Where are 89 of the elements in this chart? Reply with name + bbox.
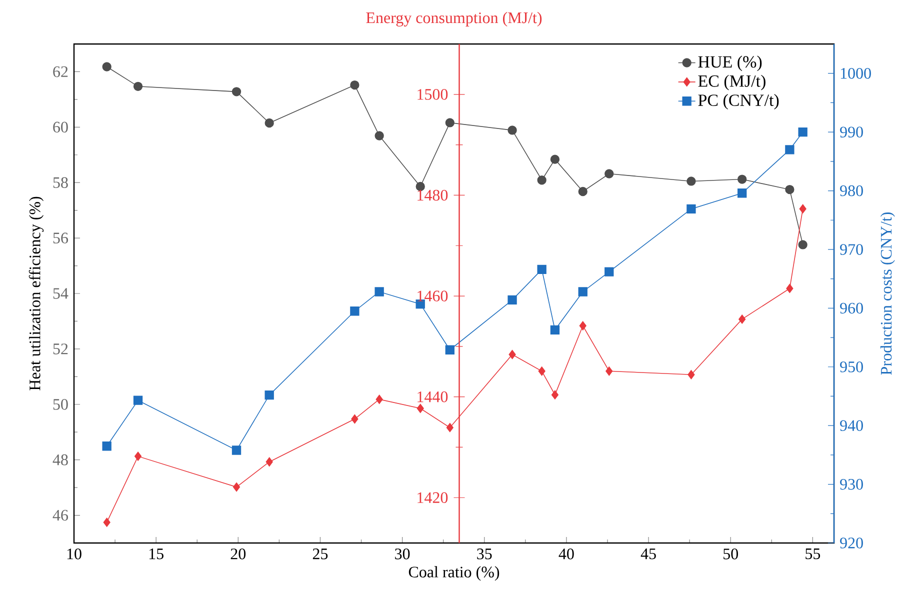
x-tick-label: 35 [477, 548, 492, 560]
point [738, 314, 746, 324]
point [799, 204, 806, 214]
point [134, 452, 142, 461]
point [508, 295, 517, 305]
point [538, 366, 546, 376]
point [376, 394, 383, 404]
legend-label: PC (CNY/t) [698, 94, 779, 110]
x-tick-label: 55 [806, 548, 820, 560]
point [798, 127, 808, 137]
y3-tick-label: 1480 [418, 190, 448, 201]
point [445, 345, 454, 354]
legend-label: HUE (%) [698, 56, 762, 72]
point [264, 118, 274, 128]
x-axis-title: Coal ratio (%) [408, 566, 500, 581]
point [350, 306, 360, 316]
point [232, 482, 240, 492]
y2-tick-label: 1000 [840, 68, 871, 79]
point [738, 174, 747, 184]
point [686, 204, 696, 214]
y2-tick-label: 920 [840, 538, 863, 548]
x-tick-label: 10 [67, 548, 82, 560]
x-tick-label: 15 [149, 548, 164, 560]
legend-label: EC (MJ/t) [698, 74, 766, 90]
y-tick-label: 48 [52, 454, 68, 466]
point [416, 404, 424, 414]
point [350, 80, 360, 90]
y2-tick-label: 930 [840, 478, 863, 490]
point [508, 126, 517, 135]
y2-axis-title: Production costs (CNY/t) [880, 212, 895, 375]
y3-axis-title: Energy consumption (MJ/t) [366, 12, 542, 26]
point [579, 321, 586, 330]
point [550, 325, 560, 334]
point [606, 366, 613, 376]
y2-tick-label: 990 [840, 126, 863, 138]
y3-tick-label: 1440 [418, 391, 448, 402]
y2-tick-label: 980 [840, 185, 863, 196]
x-tick-label: 50 [724, 548, 738, 560]
x-tick-label: 30 [395, 548, 410, 560]
y-tick-label: 46 [52, 510, 68, 521]
y-axis-title: Heat utilization efficiency (%) [28, 196, 44, 390]
point [604, 169, 614, 178]
point [738, 188, 747, 198]
point [133, 82, 143, 91]
x-tick-label: 25 [312, 548, 328, 560]
point [688, 370, 695, 380]
point [786, 284, 794, 294]
y3-tick-label: 1420 [418, 492, 448, 504]
y3-tick-label: 1500 [418, 89, 448, 100]
y-tick-label: 56 [53, 232, 68, 244]
y-tick-label: 58 [53, 177, 68, 188]
y-tick-label: 52 [53, 344, 68, 354]
y3-tick-label: 1460 [418, 290, 448, 302]
point [266, 457, 273, 466]
point [445, 118, 454, 128]
y-tick-label: 60 [53, 122, 68, 133]
point [578, 186, 588, 196]
point [686, 176, 696, 186]
point [264, 390, 274, 400]
point [550, 154, 560, 164]
point [232, 446, 242, 455]
point [537, 264, 546, 274]
point [133, 396, 143, 405]
point [537, 176, 546, 185]
y2-tick-label: 960 [840, 302, 863, 314]
point [785, 145, 794, 154]
point [578, 287, 588, 296]
point [351, 414, 358, 424]
point [374, 131, 384, 140]
y2-tick-label: 940 [840, 420, 863, 431]
point [102, 62, 112, 72]
y2-tick-label: 950 [840, 361, 863, 372]
y-tick-label: 50 [53, 398, 68, 410]
point [551, 390, 558, 400]
point [508, 350, 516, 360]
point [102, 442, 112, 451]
point [374, 287, 384, 296]
x-tick-label: 40 [558, 548, 574, 560]
x-tick-label: 20 [230, 548, 246, 560]
point [103, 518, 110, 527]
point [604, 267, 614, 276]
point [798, 240, 808, 250]
point [232, 87, 242, 96]
y-tick-label: 62 [53, 66, 68, 78]
y2-tick-label: 970 [840, 244, 863, 255]
point [785, 184, 794, 194]
x-tick-label: 45 [640, 548, 656, 560]
point [446, 422, 454, 432]
y-tick-label: 54 [53, 288, 68, 299]
